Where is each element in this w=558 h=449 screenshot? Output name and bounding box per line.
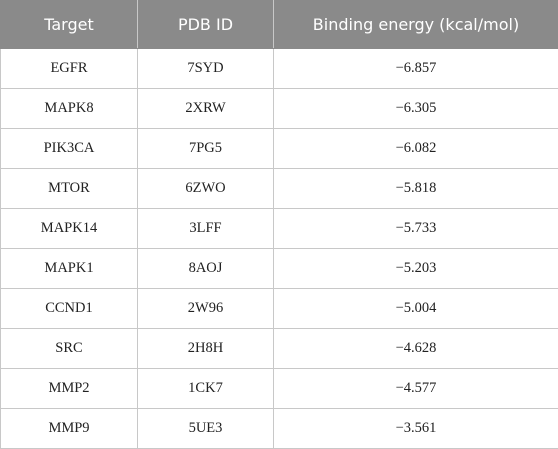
table-cell: MMP9 bbox=[1, 409, 138, 449]
table-cell: 2W96 bbox=[138, 289, 274, 329]
table-cell: 3LFF bbox=[138, 209, 274, 249]
page: {"table": { "header": ["Target", "PDB ID… bbox=[0, 0, 558, 435]
table-cell: EGFR bbox=[1, 49, 138, 89]
table-cell: 7PG5 bbox=[138, 129, 274, 169]
table-cell: 6ZWO bbox=[138, 169, 274, 209]
table-cell: 1CK7 bbox=[138, 369, 274, 409]
table-cell: −5.818 bbox=[274, 169, 558, 209]
table-cell: −5.733 bbox=[274, 209, 558, 249]
table-cell: SRC bbox=[1, 329, 138, 369]
table-cell: MAPK1 bbox=[1, 249, 138, 289]
table-cell: −3.561 bbox=[274, 409, 558, 449]
table-cell: −5.004 bbox=[274, 289, 558, 329]
table-cell: MAPK14 bbox=[1, 209, 138, 249]
table-cell: CCND1 bbox=[1, 289, 138, 329]
table-cell: MAPK8 bbox=[1, 89, 138, 129]
table-cell: MMP2 bbox=[1, 369, 138, 409]
table-cell: −5.203 bbox=[274, 249, 558, 289]
table-cell: 2XRW bbox=[138, 89, 274, 129]
table-cell: −6.305 bbox=[274, 89, 558, 129]
table-cell: MTOR bbox=[1, 169, 138, 209]
header-cell: PDB ID bbox=[138, 1, 274, 49]
table-cell: −4.577 bbox=[274, 369, 558, 409]
table-cell: PIK3CA bbox=[1, 129, 138, 169]
table-cell: −6.857 bbox=[274, 49, 558, 89]
table-cell: 8AOJ bbox=[138, 249, 274, 289]
table-cell: 5UE3 bbox=[138, 409, 274, 449]
header-cell: Target bbox=[1, 1, 138, 49]
table-cell: −4.628 bbox=[274, 329, 558, 369]
table-cell: 7SYD bbox=[138, 49, 274, 89]
table-cell: −6.082 bbox=[274, 129, 558, 169]
table-cell: 2H8H bbox=[138, 329, 274, 369]
header-cell: Binding energy (kcal/mol) bbox=[274, 1, 558, 49]
